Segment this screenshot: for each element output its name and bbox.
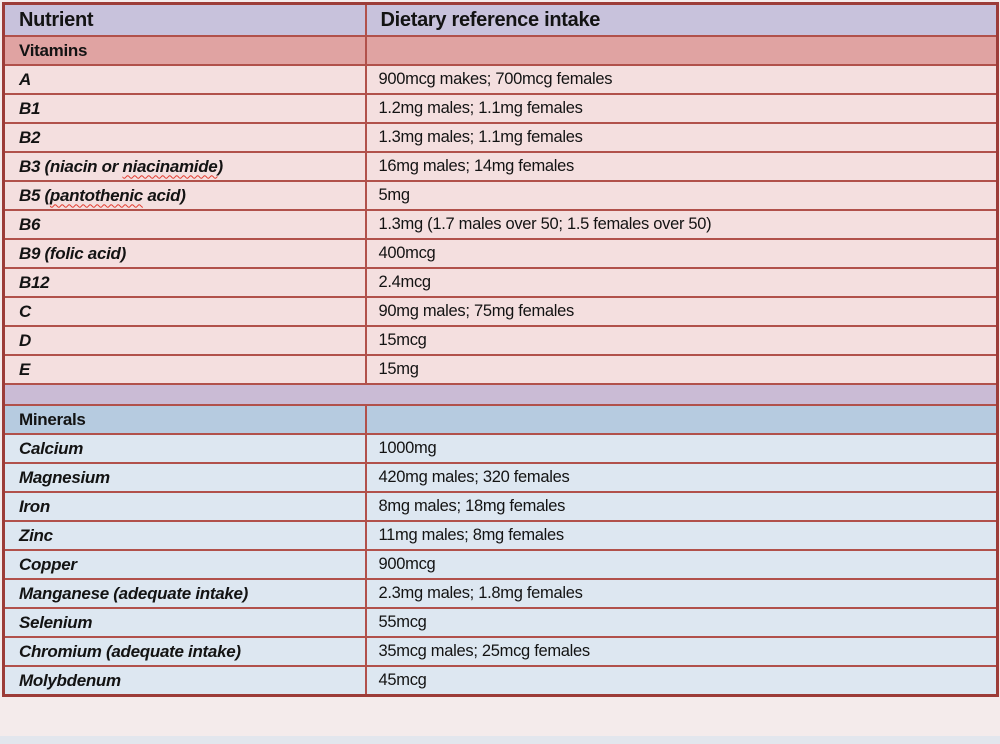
nutrient-name-cell: B2 <box>2 122 367 153</box>
nutrient-row: Calcium 1000mg <box>2 433 999 464</box>
nutrient-row: B9 (folic acid) 400mcg <box>2 238 999 269</box>
nutrient-value-cell: 900mcg makes; 700mcg females <box>364 64 999 95</box>
nutrient-name-cell: B12 <box>2 267 367 298</box>
nutrient-row: A 900mcg makes; 700mcg females <box>2 64 999 95</box>
nutrient-name-cell: B3 (niacin or niacinamide) <box>2 151 367 182</box>
nutrient-value-cell: 90mg males; 75mg females <box>364 296 999 327</box>
nutrient-row: B6 1.3mg (1.7 males over 50; 1.5 females … <box>2 209 999 240</box>
nutrient-value-cell: 15mcg <box>364 325 999 356</box>
nutrient-value-cell: 2.4mcg <box>364 267 999 298</box>
nutrient-value-cell: 1.3mg (1.7 males over 50; 1.5 females ov… <box>364 209 999 240</box>
nutrient-row: B3 (niacin or niacinamide) 16mg males; 14… <box>2 151 999 182</box>
nutrient-row: B12 2.4mcg <box>2 267 999 298</box>
nutrient-value-cell: 11mg males; 8mg females <box>364 520 999 551</box>
nutrient-value-cell: 2.3mg males; 1.8mg females <box>364 578 999 609</box>
nutrient-value-cell: 420mg males; 320 females <box>364 462 999 493</box>
spellcheck-squiggle: niacinamide <box>122 156 218 176</box>
nutrient-row: Selenium 55mcg <box>2 607 999 638</box>
nutrient-value-cell: 1.2mg males; 1.1mg females <box>364 93 999 124</box>
section-row-minerals: Minerals <box>2 404 999 435</box>
nutrient-row: Iron 8mg males; 18mg females <box>2 491 999 522</box>
nutrient-row: B5 (pantothenic acid) 5mg <box>2 180 999 211</box>
section-spacer-row <box>2 383 999 406</box>
nutrient-name-cell: B1 <box>2 93 367 124</box>
nutrient-value-cell: 16mg males; 14mg females <box>364 151 999 182</box>
section-label-minerals: Minerals <box>2 404 367 435</box>
section-empty-cell <box>364 35 999 66</box>
table-header-row: Nutrient Dietary reference intake <box>2 2 999 37</box>
nutrient-name-cell: Chromium (adequate intake) <box>2 636 367 667</box>
nutrient-row: Copper 900mcg <box>2 549 999 580</box>
nutrient-name-cell: Selenium <box>2 607 367 638</box>
nutrient-value-cell: 45mcg <box>364 665 999 697</box>
nutrient-row: Molybdenum 45mcg <box>2 665 999 697</box>
column-header-dietary-reference-intake: Dietary reference intake <box>364 2 999 37</box>
nutrient-name-cell: Copper <box>2 549 367 580</box>
nutrient-name-cell: C <box>2 296 367 327</box>
nutrient-value-cell: 15mg <box>364 354 999 385</box>
nutrient-name-cell: Zinc <box>2 520 367 551</box>
nutrient-value-cell: 5mg <box>364 180 999 211</box>
spacer-cell <box>2 383 999 406</box>
nutrient-name-cell: B9 (folic acid) <box>2 238 367 269</box>
nutrient-name-cell: A <box>2 64 367 95</box>
nutrient-table-body: Nutrient Dietary reference intake Vitami… <box>2 2 999 697</box>
nutrient-row: Magnesium 420mg males; 320 females <box>2 462 999 493</box>
nutrient-row: C 90mg males; 75mg females <box>2 296 999 327</box>
nutrient-value-cell: 8mg males; 18mg females <box>364 491 999 522</box>
nutrient-value-cell: 1000mg <box>364 433 999 464</box>
nutrient-value-cell: 35mcg males; 25mcg females <box>364 636 999 667</box>
nutrient-name-cell: E <box>2 354 367 385</box>
nutrient-name-cell: Molybdenum <box>2 665 367 697</box>
nutrient-name-cell: B6 <box>2 209 367 240</box>
nutrient-value-cell: 55mcg <box>364 607 999 638</box>
nutrient-name-cell: B5 (pantothenic acid) <box>2 180 367 211</box>
spellcheck-squiggle: pantothenic <box>49 185 143 205</box>
nutrient-name-cell: D <box>2 325 367 356</box>
nutrient-value-cell: 900mcg <box>364 549 999 580</box>
nutrient-name-cell: Calcium <box>2 433 367 464</box>
nutrient-row: D 15mcg <box>2 325 999 356</box>
nutrient-name-cell: Manganese (adequate intake) <box>2 578 367 609</box>
nutrient-row: Manganese (adequate intake) 2.3mg males; … <box>2 578 999 609</box>
nutrient-name-cell: Iron <box>2 491 367 522</box>
nutrient-value-cell: 1.3mg males; 1.1mg females <box>364 122 999 153</box>
nutrient-value-cell: 400mcg <box>364 238 999 269</box>
nutrient-row: Chromium (adequate intake) 35mcg males; 2… <box>2 636 999 667</box>
nutrient-row: Zinc 11mg males; 8mg females <box>2 520 999 551</box>
section-row-vitamins: Vitamins <box>2 35 999 66</box>
nutrient-table: Nutrient Dietary reference intake Vitami… <box>2 2 999 697</box>
section-empty-cell <box>364 404 999 435</box>
nutrient-row: E 15mg <box>2 354 999 385</box>
nutrient-row: B1 1.2mg males; 1.1mg females <box>2 93 999 124</box>
nutrient-name-cell: Magnesium <box>2 462 367 493</box>
nutrient-row: B2 1.3mg males; 1.1mg females <box>2 122 999 153</box>
column-header-nutrient: Nutrient <box>2 2 367 37</box>
section-label-vitamins: Vitamins <box>2 35 367 66</box>
